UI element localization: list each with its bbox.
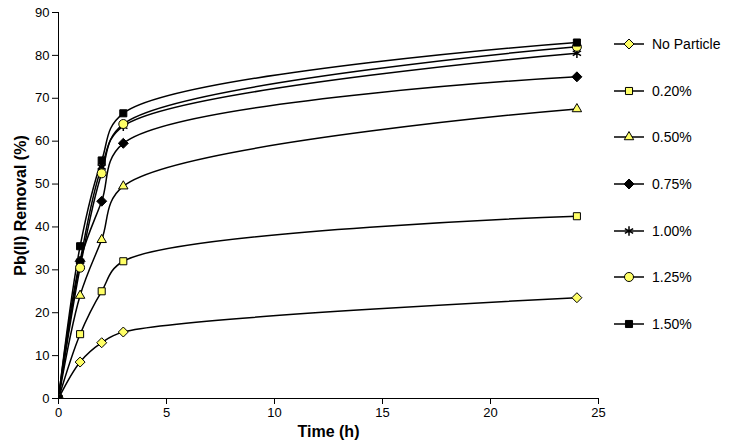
html-text:1.25%: 1.25% bbox=[652, 269, 692, 286]
svg-text:20: 20 bbox=[35, 305, 49, 320]
html-text:0.75%: 0.75% bbox=[652, 176, 692, 192]
svg-text:60: 60 bbox=[35, 133, 49, 148]
svg-text:90: 90 bbox=[35, 5, 49, 20]
svg-text:10: 10 bbox=[267, 405, 281, 420]
svg-text:10: 10 bbox=[35, 348, 49, 363]
svg-text:40: 40 bbox=[35, 219, 49, 234]
svg-text:20: 20 bbox=[483, 405, 497, 420]
svg-text:Time (h): Time (h) bbox=[298, 423, 360, 440]
svg-text:0: 0 bbox=[42, 391, 49, 406]
svg-text:15: 15 bbox=[375, 405, 389, 420]
svg-text:70: 70 bbox=[35, 90, 49, 105]
html-text:0.50%: 0.50% bbox=[652, 129, 692, 146]
html-text:0.20%: 0.20% bbox=[652, 82, 692, 99]
html-text:No Particle: No Particle bbox=[652, 36, 721, 52]
svg-text:30: 30 bbox=[35, 262, 49, 277]
svg-text:25: 25 bbox=[591, 405, 605, 420]
svg-text:5: 5 bbox=[163, 405, 170, 420]
svg-text:80: 80 bbox=[35, 48, 49, 63]
svg-text:Pb(II) Removal (%): Pb(II) Removal (%) bbox=[12, 135, 29, 275]
svg-text:50: 50 bbox=[35, 176, 49, 191]
svg-text:0: 0 bbox=[55, 405, 62, 420]
html-text:1.00%: 1.00% bbox=[652, 222, 692, 239]
html-text:1.50%: 1.50% bbox=[652, 315, 692, 332]
